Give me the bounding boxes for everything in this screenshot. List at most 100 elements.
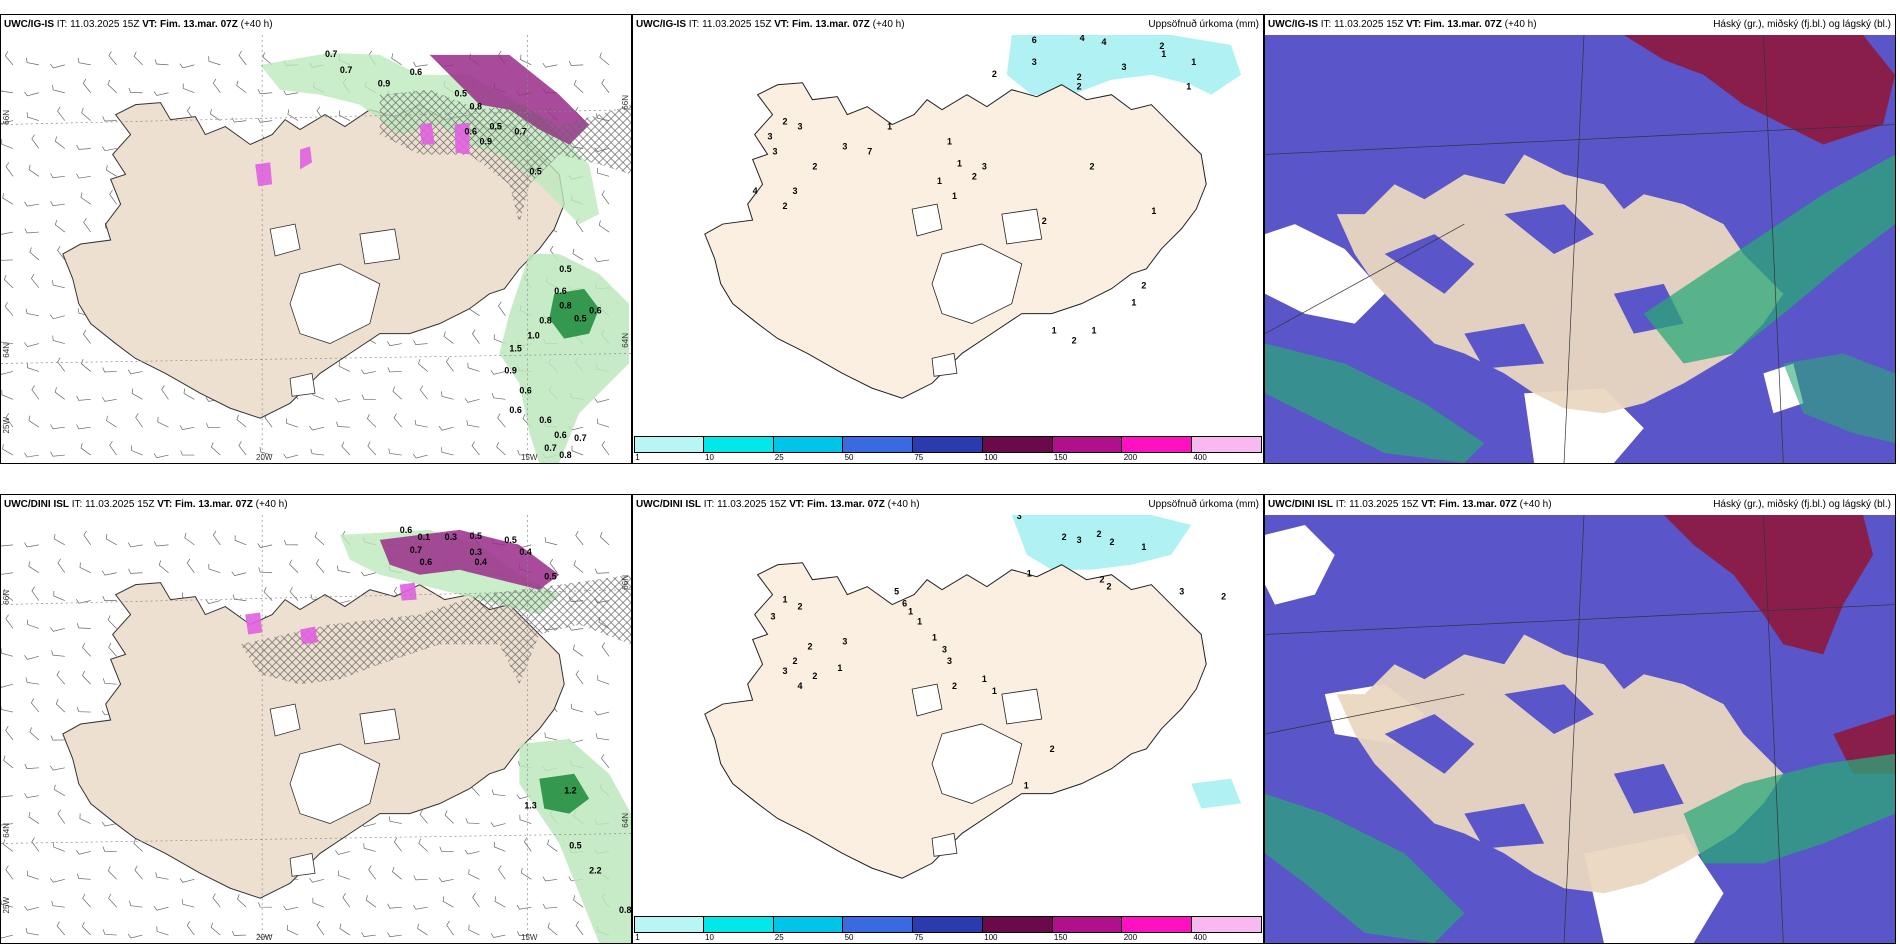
wind-barb bbox=[5, 614, 14, 629]
precip-value-label: 1 bbox=[783, 595, 788, 605]
wind-barb bbox=[28, 164, 40, 177]
iceland-landmass bbox=[1336, 634, 1784, 894]
init-time: IT: 11.03.2025 15Z bbox=[71, 499, 155, 510]
precip-value-label: 0.5 bbox=[470, 531, 482, 541]
wind-barb bbox=[413, 875, 428, 881]
wind-barb bbox=[472, 329, 480, 344]
colorbar-swatch bbox=[773, 436, 844, 453]
wind-barb bbox=[83, 218, 91, 233]
precip-value-label: 1 bbox=[1151, 206, 1156, 216]
glaciers bbox=[269, 223, 401, 397]
precip-value-label: 2 bbox=[1097, 529, 1102, 539]
wind-barb bbox=[24, 201, 39, 207]
precip-value-label: 4 bbox=[753, 186, 758, 196]
lat-label-left-2: 64N bbox=[2, 823, 11, 838]
wind-barb bbox=[496, 442, 506, 456]
wind-barb bbox=[314, 532, 325, 546]
panel-header: UWC/IG-IS IT: 11.03.2025 15Z VT: Fim. 13… bbox=[1265, 15, 1895, 35]
wind-barb bbox=[76, 706, 91, 713]
wind-barb bbox=[283, 905, 299, 911]
wind-barb bbox=[179, 425, 195, 430]
corner-label: 25W bbox=[2, 896, 11, 913]
grid-line bbox=[1, 109, 631, 125]
wind-barb bbox=[127, 933, 143, 939]
wind-barb bbox=[361, 394, 376, 400]
wind-barb bbox=[76, 144, 91, 150]
wind-barb bbox=[1, 231, 14, 235]
wind-barb bbox=[387, 903, 402, 909]
precip-value-label: 4 bbox=[797, 681, 802, 691]
wind-barb bbox=[490, 933, 506, 938]
precip-value-label: 2 bbox=[1077, 82, 1082, 92]
precip-value-label: 3 bbox=[1179, 587, 1184, 597]
wind-barb bbox=[108, 893, 117, 908]
wind-barb bbox=[75, 598, 91, 604]
wind-barb bbox=[54, 136, 66, 149]
colorbar-label: 75 bbox=[914, 453, 924, 462]
lat-label-right-2: 64N bbox=[621, 333, 630, 348]
wind-barb bbox=[101, 396, 117, 402]
wind-barb bbox=[231, 571, 247, 577]
panel-title: Uppsöfnuð úrkoma (mm) bbox=[1148, 19, 1259, 30]
wind-barb bbox=[412, 453, 428, 459]
wind-barb bbox=[1, 823, 14, 826]
wind-barb bbox=[30, 698, 40, 713]
wind-barb bbox=[257, 117, 273, 123]
lead-time: (+40 h) bbox=[872, 19, 905, 30]
wind-barb bbox=[519, 814, 532, 824]
wind-barb bbox=[444, 810, 454, 824]
precip-values: 0.70.70.90.60.50.80.6 0.50.90.50.70.50.60… bbox=[325, 49, 602, 460]
wind-barb bbox=[212, 530, 221, 546]
precip-value-label: 0.8 bbox=[539, 316, 551, 326]
wind-barb bbox=[5, 162, 14, 177]
precip-value-label: 2 bbox=[1077, 72, 1082, 82]
wind-barb bbox=[445, 357, 454, 372]
wind-barb bbox=[31, 837, 40, 852]
wind-barb bbox=[498, 865, 506, 880]
lead-time: (+40 h) bbox=[1519, 499, 1552, 510]
wind-barb bbox=[24, 905, 39, 911]
precip-value-label: 0.9 bbox=[504, 365, 516, 375]
wind-barb bbox=[263, 587, 273, 601]
wind-barb bbox=[468, 924, 480, 936]
lead-time: (+40 h) bbox=[255, 499, 288, 510]
cloud-mid-band-south bbox=[1265, 793, 1465, 943]
colorbar-label: 400 bbox=[1193, 933, 1207, 942]
colorbar-swatch bbox=[1052, 436, 1123, 453]
valid-time: VT: Fim. 13.mar. 07Z bbox=[157, 499, 253, 510]
projection-line bbox=[1265, 515, 1895, 943]
wind-barb bbox=[208, 56, 221, 66]
lon-label-1: 20W bbox=[256, 453, 273, 462]
valid-time: VT: Fim. 13.mar. 07Z bbox=[1421, 499, 1517, 510]
model-name: UWC/DINI ISL bbox=[1268, 499, 1333, 510]
wind-barb bbox=[109, 440, 117, 456]
wind-barb bbox=[50, 314, 65, 320]
wind-barb bbox=[419, 809, 428, 824]
wind-barb bbox=[341, 441, 351, 456]
wind-barb bbox=[1, 683, 14, 688]
precip-dark-green bbox=[539, 773, 590, 814]
wind-barb bbox=[497, 413, 506, 428]
wind-barb bbox=[76, 424, 91, 430]
corner-label: 25W bbox=[2, 416, 11, 433]
precip-value-label: 1 bbox=[957, 158, 962, 168]
wind-barb bbox=[361, 571, 376, 577]
wind-barb bbox=[286, 924, 299, 936]
wind-barb bbox=[1, 120, 14, 124]
precip-value-label: 0.6 bbox=[509, 405, 521, 415]
wind-barb bbox=[52, 335, 65, 344]
wind-barb bbox=[520, 867, 532, 880]
lon-label-2: 15W bbox=[521, 453, 538, 462]
precip-value-label: 1 bbox=[982, 674, 987, 684]
precip-value-label: 3 bbox=[942, 644, 947, 654]
colorbar-label: 200 bbox=[1123, 933, 1138, 942]
precip-value-label: 6 bbox=[902, 599, 907, 609]
colorbar-swatch bbox=[913, 436, 983, 453]
panel-header: UWC/IG-IS IT: 11.03.2025 15Z VT: Fim. 13… bbox=[1, 15, 631, 35]
wind-barb bbox=[316, 920, 325, 936]
wind-barb bbox=[231, 930, 247, 936]
wind-barb bbox=[388, 816, 402, 824]
wind-barb bbox=[312, 897, 325, 908]
wind-barb bbox=[337, 870, 351, 880]
wind-barb bbox=[109, 190, 117, 205]
